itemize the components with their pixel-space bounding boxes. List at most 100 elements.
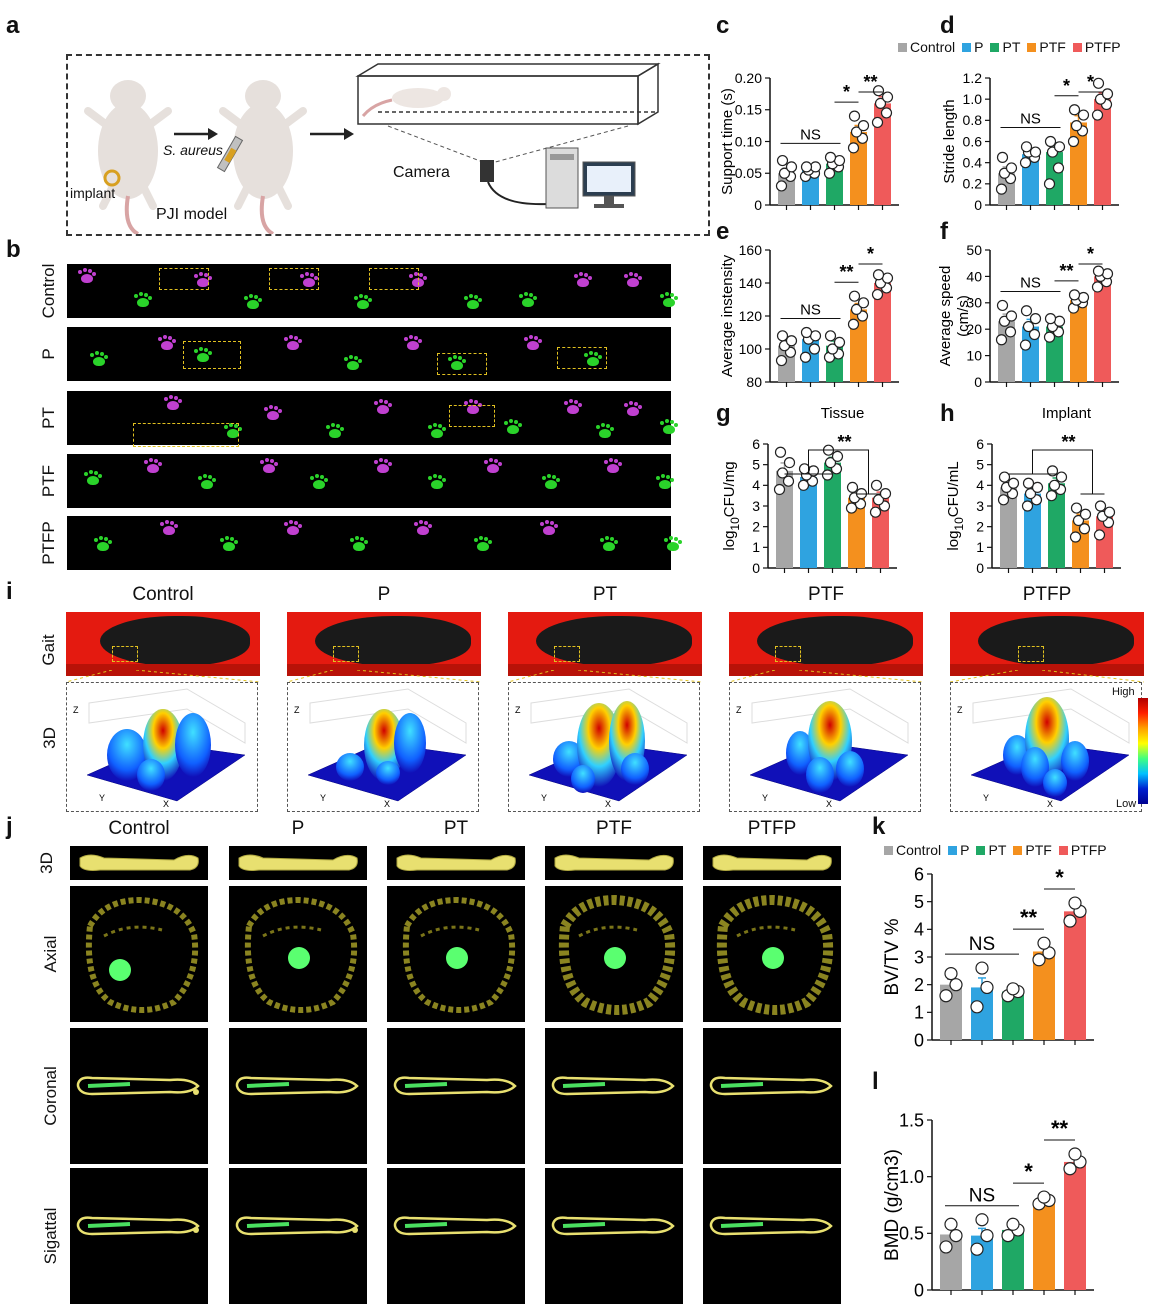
point-f-1-4 [1020,305,1033,317]
title-h: Implant [1042,405,1092,422]
sig-label-k-1: ** [1020,905,1038,930]
axis-label-3d: X [605,799,611,809]
microct-sigattal-p [229,1168,367,1304]
legend-top-swatch-ptf [1027,43,1037,52]
panel-letter-k: k [872,813,886,840]
ylabel-f-1: (cm/s) [955,295,972,337]
point-g-1-0 [797,479,810,491]
col-title-i-pt: PT [592,584,618,605]
ytick-label-d-0: 0 [974,197,982,213]
row-label-j-3d: 3D [37,852,56,874]
footprint-strip-p [67,327,671,381]
highlight-box [557,347,607,369]
legend-k: Control P PT PTF PTFP [884,842,1107,858]
point-l-2-2 [1006,1217,1020,1231]
zoom-lines [66,670,260,683]
highlight-box [369,268,419,290]
point-c-1-4 [800,161,813,173]
highlight-box [437,353,487,375]
point-k-0-2 [944,966,958,981]
microct-axial-control [70,886,208,1022]
ylabel-k: BV/TV % [882,918,903,995]
paw-print [300,274,315,287]
point-l-3-2 [1037,1190,1051,1204]
zoom-lines [729,670,923,683]
point-d-1-3 [1029,146,1042,158]
paw-print [344,357,359,370]
point-c-3-0 [847,142,860,154]
paw-print [448,357,463,370]
bar-g-p [800,477,817,568]
surface-peak [336,753,364,781]
rat-silhouette [536,616,692,666]
point-f-4-4 [1092,265,1105,277]
point-g-0-4 [774,446,787,458]
col-title-j-ptf: PTF [596,818,632,839]
col-title-j-p: P [291,818,305,839]
point-g-4-2 [872,494,885,506]
ytick-label-f-2: 20 [966,321,982,337]
microct-coronal-control [70,1028,208,1164]
point-c-4-0 [871,116,884,129]
floor-band [66,664,260,676]
microct-axial-ptf [545,886,683,1022]
panel-letter-i: i [6,578,13,605]
bar-e-ptfp [874,283,891,382]
point-f-1-0 [1019,339,1032,351]
sig-label-e-1: ** [839,262,853,282]
point-g-0-1 [782,475,795,487]
col-title-i-ptf: PTF [808,584,844,605]
point-e-4-0 [871,288,884,301]
ytick-label-c-4: 0.20 [735,70,762,86]
col-title-i-control: Control [132,584,194,605]
point-k-1-1 [980,980,994,995]
point-f-1-1 [1028,328,1041,341]
point-d-2-4 [1044,135,1057,148]
ytick-label-e-4: 160 [739,242,763,258]
pji-model-label: PJI model [156,206,228,223]
point-l-0-0 [939,1240,953,1254]
point-l-0-1 [949,1229,963,1243]
axis-label-3d: X [826,799,832,809]
point-e-3-4 [848,290,861,302]
ytick-label-e-3: 140 [739,275,763,291]
ytick-label-k-4: 4 [914,920,924,940]
sig-label-l-2: ** [1051,1116,1069,1141]
point-g-2-3 [831,450,844,463]
row-label-gait: Gait [39,634,58,666]
paw-print [414,522,429,535]
point-k-1-0 [970,1000,984,1014]
computer-icon [545,147,636,209]
point-c-0-3 [785,161,798,173]
microct-coronal-p [229,1028,367,1164]
ytick-label-l-2: 1.0 [899,1167,924,1187]
point-g-3-0 [845,502,858,514]
heatmap-3d-p: X Y Z [287,682,479,812]
point-c-3-3 [857,120,870,132]
bar-h-pt [1048,483,1065,568]
sig-bracket-g [808,449,869,494]
highlight-box [449,405,495,427]
point-e-3-2 [850,303,863,316]
point-c-4-1 [880,107,893,119]
paw-print [596,425,611,438]
point-l-4-2 [1068,1147,1082,1161]
zoom-lines [508,670,702,683]
ytick-label-e-2: 120 [739,308,763,324]
legend-top-label-p: P [974,39,984,55]
point-e-1-0 [799,351,812,363]
ylabel-f-0: Average speed [937,266,954,367]
ytick-label-c-3: 0.15 [735,102,762,118]
footprint-strip-ptfp [67,516,679,570]
implant-marker [109,959,131,981]
axis-label-3d: Y [320,793,326,803]
ytick-label-h-6: 6 [976,436,984,452]
paw-print [326,425,341,438]
point-e-0-3 [785,335,798,347]
ytick-label-c-1: 0.05 [735,165,762,181]
paw-print [220,538,235,551]
point-d-0-0 [995,183,1008,195]
gait-image-p [287,612,481,676]
ytick-label-c-2: 0.10 [735,133,762,149]
paw-print [194,274,209,287]
